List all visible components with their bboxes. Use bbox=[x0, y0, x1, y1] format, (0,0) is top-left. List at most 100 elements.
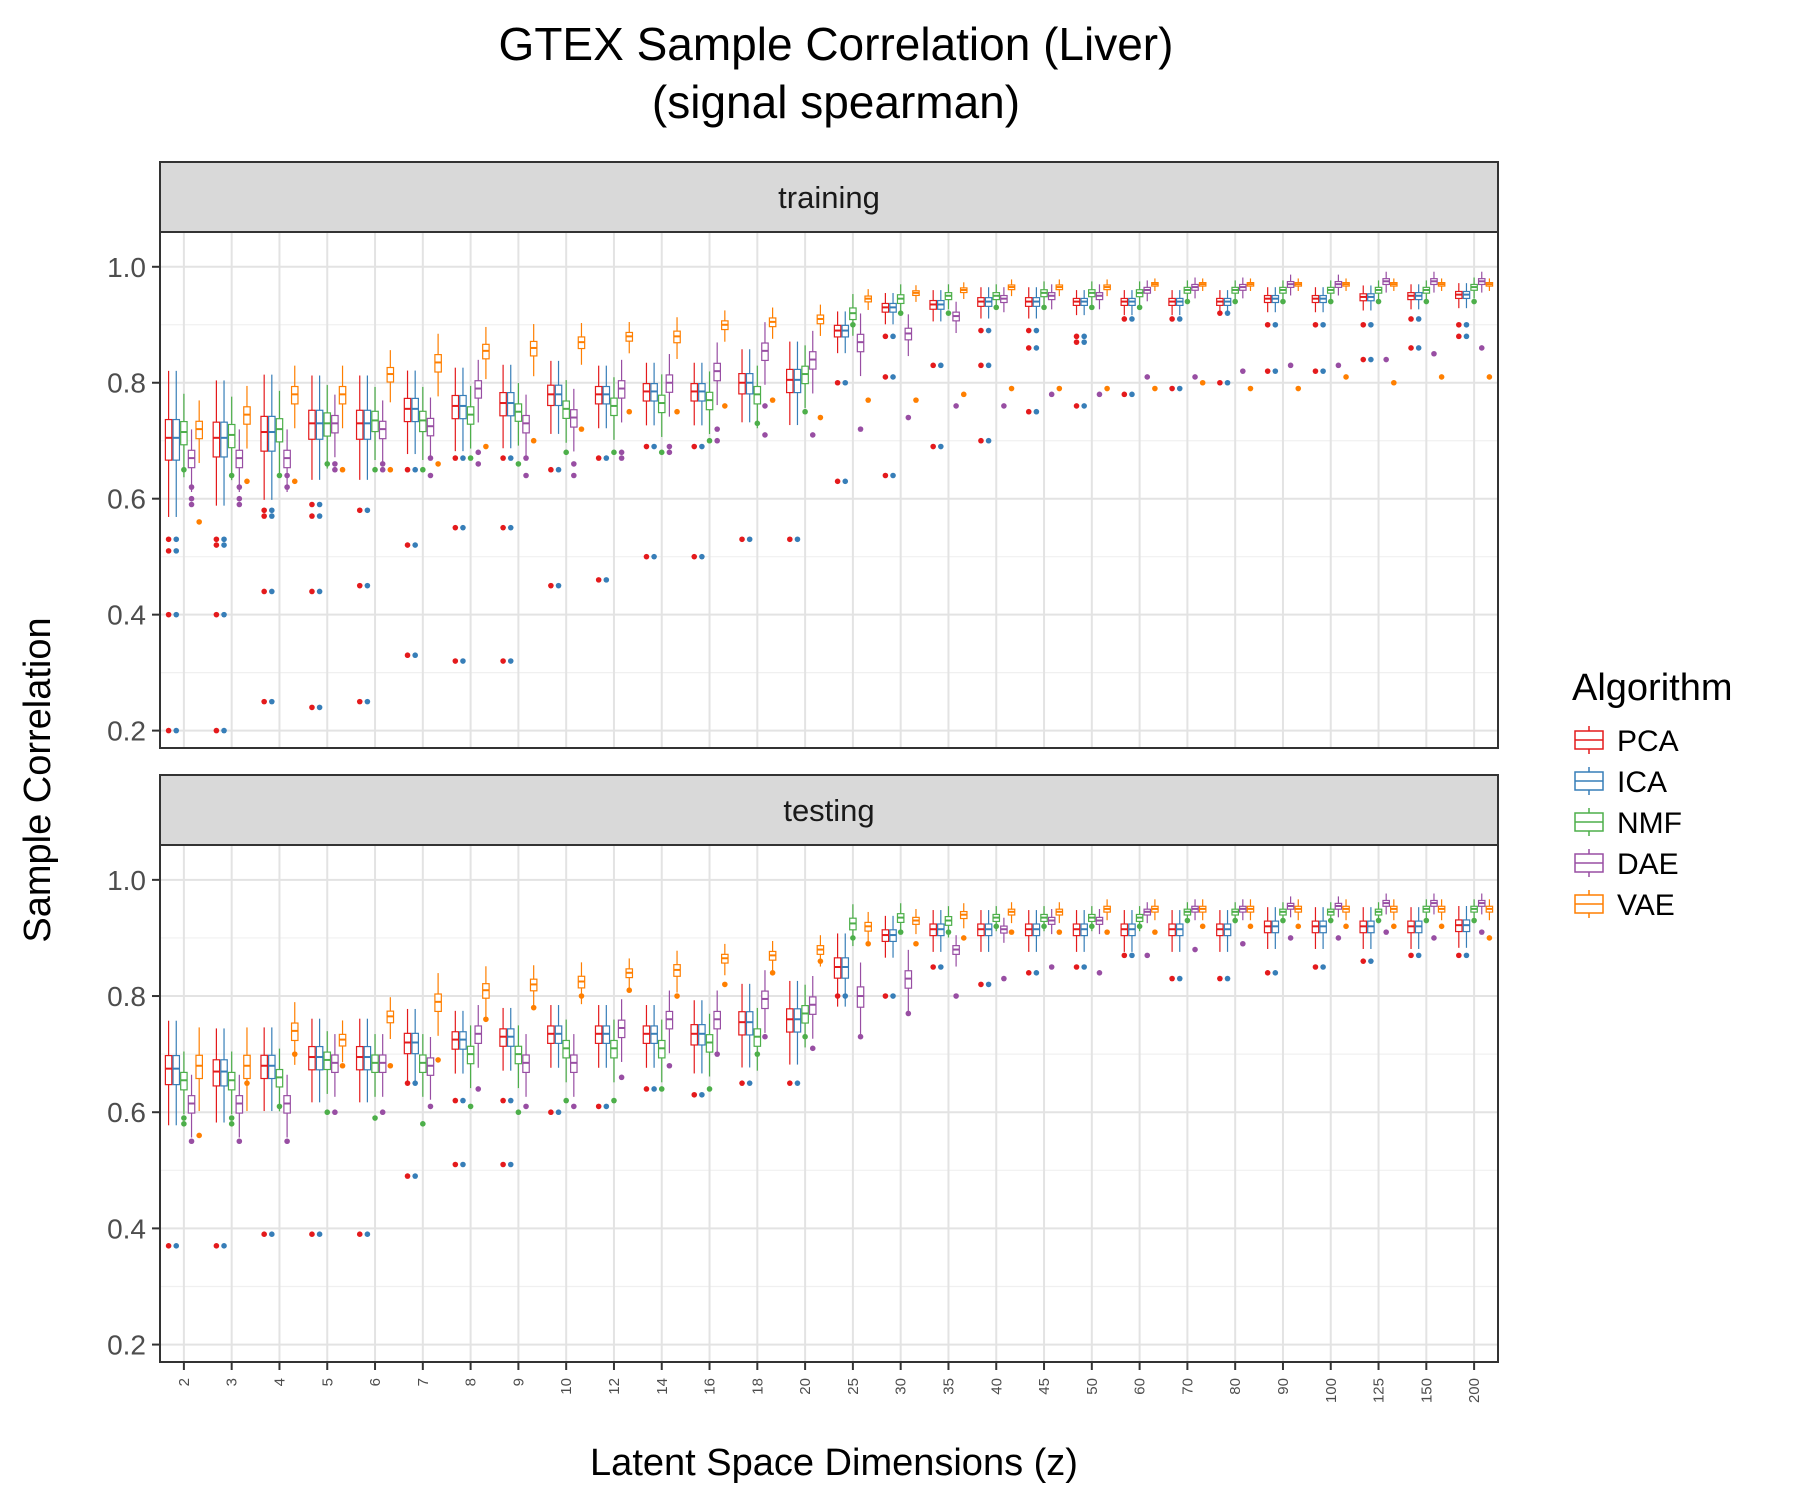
outlier-point bbox=[1423, 298, 1430, 305]
outlier-point bbox=[945, 310, 952, 316]
outlier-point bbox=[435, 461, 441, 467]
outlier-point bbox=[500, 455, 506, 461]
outlier-point bbox=[1247, 385, 1254, 392]
outlier-point bbox=[1033, 327, 1040, 334]
outlier-point bbox=[1144, 952, 1151, 959]
outlier-point bbox=[165, 1243, 172, 1249]
outlier-point bbox=[379, 1109, 386, 1116]
outlier-point bbox=[236, 1138, 243, 1145]
outlier-point bbox=[769, 397, 776, 403]
outlier-point bbox=[595, 577, 602, 583]
outlier-point bbox=[1224, 379, 1231, 386]
outlier-point bbox=[284, 472, 290, 479]
outlier-point bbox=[1264, 969, 1271, 976]
outlier-point bbox=[261, 1231, 267, 1238]
outlier-point bbox=[618, 449, 625, 456]
legend-item-ica: ICA bbox=[1574, 766, 1667, 799]
outlier-point bbox=[1224, 310, 1231, 316]
outlier-point bbox=[1121, 391, 1128, 398]
outlier-point bbox=[1415, 345, 1422, 351]
outlier-point bbox=[261, 698, 267, 705]
outlier-point bbox=[1048, 964, 1055, 970]
outlier-point bbox=[817, 414, 824, 421]
outlier-point bbox=[985, 327, 992, 334]
box bbox=[506, 391, 515, 417]
outlier-point bbox=[236, 495, 243, 502]
outlier-point bbox=[1368, 356, 1374, 363]
outlier-point bbox=[1192, 946, 1198, 953]
outlier-point bbox=[1320, 368, 1326, 374]
panel-border bbox=[159, 231, 1499, 749]
outlier-point bbox=[475, 1086, 482, 1092]
outlier-point bbox=[1104, 929, 1110, 935]
outlier-point bbox=[1391, 923, 1397, 930]
legend-label: PCA bbox=[1617, 725, 1679, 758]
outlier-point bbox=[794, 536, 801, 543]
outlier-point bbox=[1240, 940, 1246, 947]
outlier-point bbox=[714, 437, 720, 444]
outlier-point bbox=[1327, 917, 1334, 924]
outlier-point bbox=[882, 993, 889, 999]
legend-item-nmf: NMF bbox=[1574, 807, 1682, 840]
box bbox=[419, 410, 427, 433]
outlier-point bbox=[316, 704, 323, 711]
y-tick-label: 0.2 bbox=[107, 716, 146, 747]
y-tick-label: 0.4 bbox=[107, 1213, 146, 1244]
outlier-point bbox=[993, 923, 1000, 930]
outlier-point bbox=[1415, 952, 1422, 959]
outlier-point bbox=[196, 519, 202, 525]
box bbox=[355, 409, 364, 440]
outlier-point bbox=[269, 1231, 275, 1238]
box bbox=[833, 957, 842, 979]
outlier-point bbox=[762, 403, 768, 409]
outlier-point bbox=[181, 466, 187, 473]
outlier-point bbox=[467, 455, 474, 461]
box bbox=[323, 412, 332, 437]
outlier-point bbox=[1287, 935, 1294, 941]
x-tick-label: 80 bbox=[1227, 1378, 1244, 1395]
outlier-point bbox=[1478, 345, 1485, 351]
box bbox=[355, 1045, 364, 1071]
outlier-point bbox=[165, 548, 172, 554]
outlier-point bbox=[460, 1097, 466, 1104]
outlier-point bbox=[548, 1109, 554, 1116]
y-tick-label: 0.6 bbox=[107, 1097, 146, 1128]
outlier-point bbox=[643, 553, 650, 560]
outlier-point bbox=[188, 1138, 195, 1145]
outlier-point bbox=[291, 478, 298, 485]
outlier-point bbox=[356, 1231, 363, 1238]
x-tick-label: 100 bbox=[1323, 1378, 1340, 1403]
outlier-point bbox=[691, 443, 698, 450]
outlier-point bbox=[1169, 975, 1175, 982]
outlier-point bbox=[905, 414, 912, 421]
panels-layer: training 0.2 0.4 0.6 0.8 1.0 testing 0.2 0.4 0.6 0… bbox=[107, 161, 1499, 1403]
outlier-point bbox=[316, 501, 323, 508]
outlier-point bbox=[1176, 316, 1183, 322]
outlier-point bbox=[882, 333, 889, 340]
outlier-point bbox=[523, 472, 529, 479]
outlier-point bbox=[1033, 408, 1040, 415]
chart-title: GTEX Sample Correlation (Liver) bbox=[499, 18, 1174, 70]
outlier-point bbox=[1247, 923, 1254, 930]
outlier-point bbox=[1136, 923, 1143, 930]
box bbox=[547, 384, 555, 407]
outlier-point bbox=[356, 698, 363, 705]
outlier-point bbox=[1056, 929, 1063, 935]
outlier-point bbox=[666, 449, 673, 456]
outlier-point bbox=[530, 437, 537, 444]
outlier-point bbox=[739, 536, 745, 543]
outlier-point bbox=[1280, 298, 1286, 305]
x-tick-label: 50 bbox=[1084, 1378, 1101, 1395]
outlier-point bbox=[1438, 374, 1445, 380]
box bbox=[786, 368, 794, 394]
box bbox=[411, 1032, 419, 1055]
outlier-point bbox=[1081, 964, 1087, 970]
outlier-point bbox=[706, 1086, 713, 1092]
outlier-point bbox=[452, 455, 459, 461]
outlier-point bbox=[960, 935, 967, 941]
outlier-point bbox=[332, 1109, 338, 1116]
x-tick-label: 8 bbox=[463, 1378, 480, 1386]
box bbox=[698, 1024, 706, 1046]
outlier-point bbox=[548, 466, 554, 473]
outlier-point bbox=[412, 1080, 418, 1086]
